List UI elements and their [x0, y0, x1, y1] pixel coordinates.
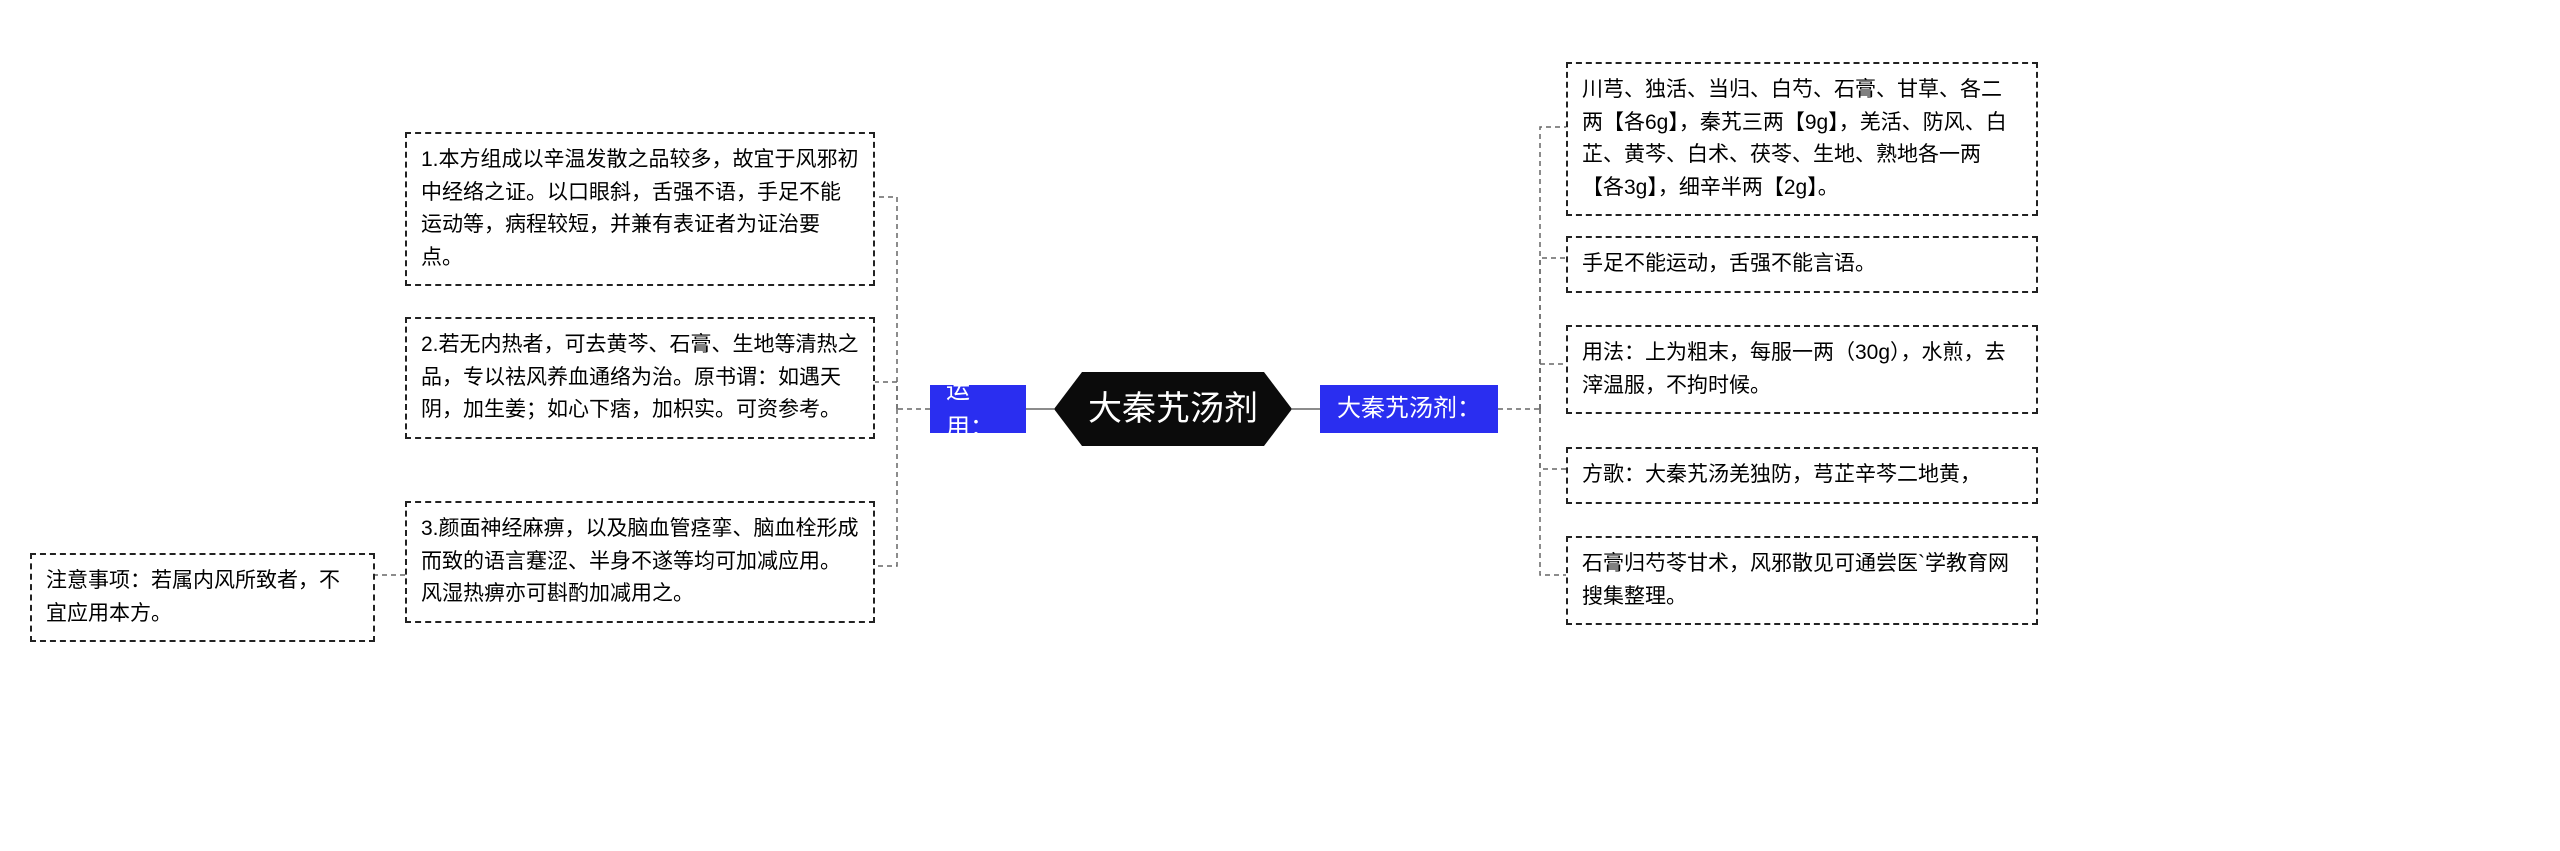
caution-box: 注意事项：若属内风所致者，不宜应用本方。 — [30, 553, 375, 642]
left-item-2-text: 2.若无内热者，可去黄芩、石膏、生地等清热之品，专以祛风养血通络为治。原书谓：如… — [421, 333, 859, 421]
right-item-1-text: 川芎、独活、当归、白芍、石膏、甘草、各二两【各6g】，秦艽三两【9g】，羌活、防… — [1582, 78, 2007, 199]
caution-text: 注意事项：若属内风所致者，不宜应用本方。 — [46, 569, 340, 625]
right-item-2-text: 手足不能运动，舌强不能言语。 — [1582, 252, 1876, 275]
left-item-2: 2.若无内热者，可去黄芩、石膏、生地等清热之品，专以祛风养血通络为治。原书谓：如… — [405, 317, 875, 439]
right-item-3-text: 用法：上为粗末，每服一两（30g），水煎，去滓温服，不拘时候。 — [1582, 341, 2006, 397]
right-item-4-text: 方歌：大秦艽汤羌独防，芎芷辛芩二地黄， — [1582, 463, 1981, 486]
right-item-1: 川芎、独活、当归、白芍、石膏、甘草、各二两【各6g】，秦艽三两【9g】，羌活、防… — [1566, 62, 2038, 216]
center-node: 大秦艽汤剂 — [1054, 372, 1292, 446]
left-item-3: 3.颜面神经麻痹，以及脑血管痉挛、脑血栓形成而致的语言蹇涩、半身不遂等均可加减应… — [405, 501, 875, 623]
right-item-3: 用法：上为粗末，每服一两（30g），水煎，去滓温服，不拘时候。 — [1566, 325, 2038, 414]
left-branch-node: 运用： — [930, 385, 1026, 433]
center-label: 大秦艽汤剂 — [1088, 383, 1258, 436]
connector-lines — [0, 0, 2560, 851]
right-item-5: 石膏归芍苓甘术，风邪散见可通尝医`学教育网搜集整理。 — [1566, 536, 2038, 625]
left-item-3-text: 3.颜面神经麻痹，以及脑血管痉挛、脑血栓形成而致的语言蹇涩、半身不遂等均可加减应… — [421, 517, 859, 605]
right-item-4: 方歌：大秦艽汤羌独防，芎芷辛芩二地黄， — [1566, 447, 2038, 504]
right-branch-label: 大秦艽汤剂： — [1337, 390, 1481, 427]
right-item-2: 手足不能运动，舌强不能言语。 — [1566, 236, 2038, 293]
left-branch-label: 运用： — [946, 372, 1010, 446]
left-item-1-text: 1.本方组成以辛温发散之品较多，故宜于风邪初中经络之证。以口眼斜，舌强不语，手足… — [421, 148, 859, 269]
left-item-1: 1.本方组成以辛温发散之品较多，故宜于风邪初中经络之证。以口眼斜，舌强不语，手足… — [405, 132, 875, 286]
right-item-5-text: 石膏归芍苓甘术，风邪散见可通尝医`学教育网搜集整理。 — [1582, 552, 2009, 608]
right-branch-node: 大秦艽汤剂： — [1320, 385, 1498, 433]
